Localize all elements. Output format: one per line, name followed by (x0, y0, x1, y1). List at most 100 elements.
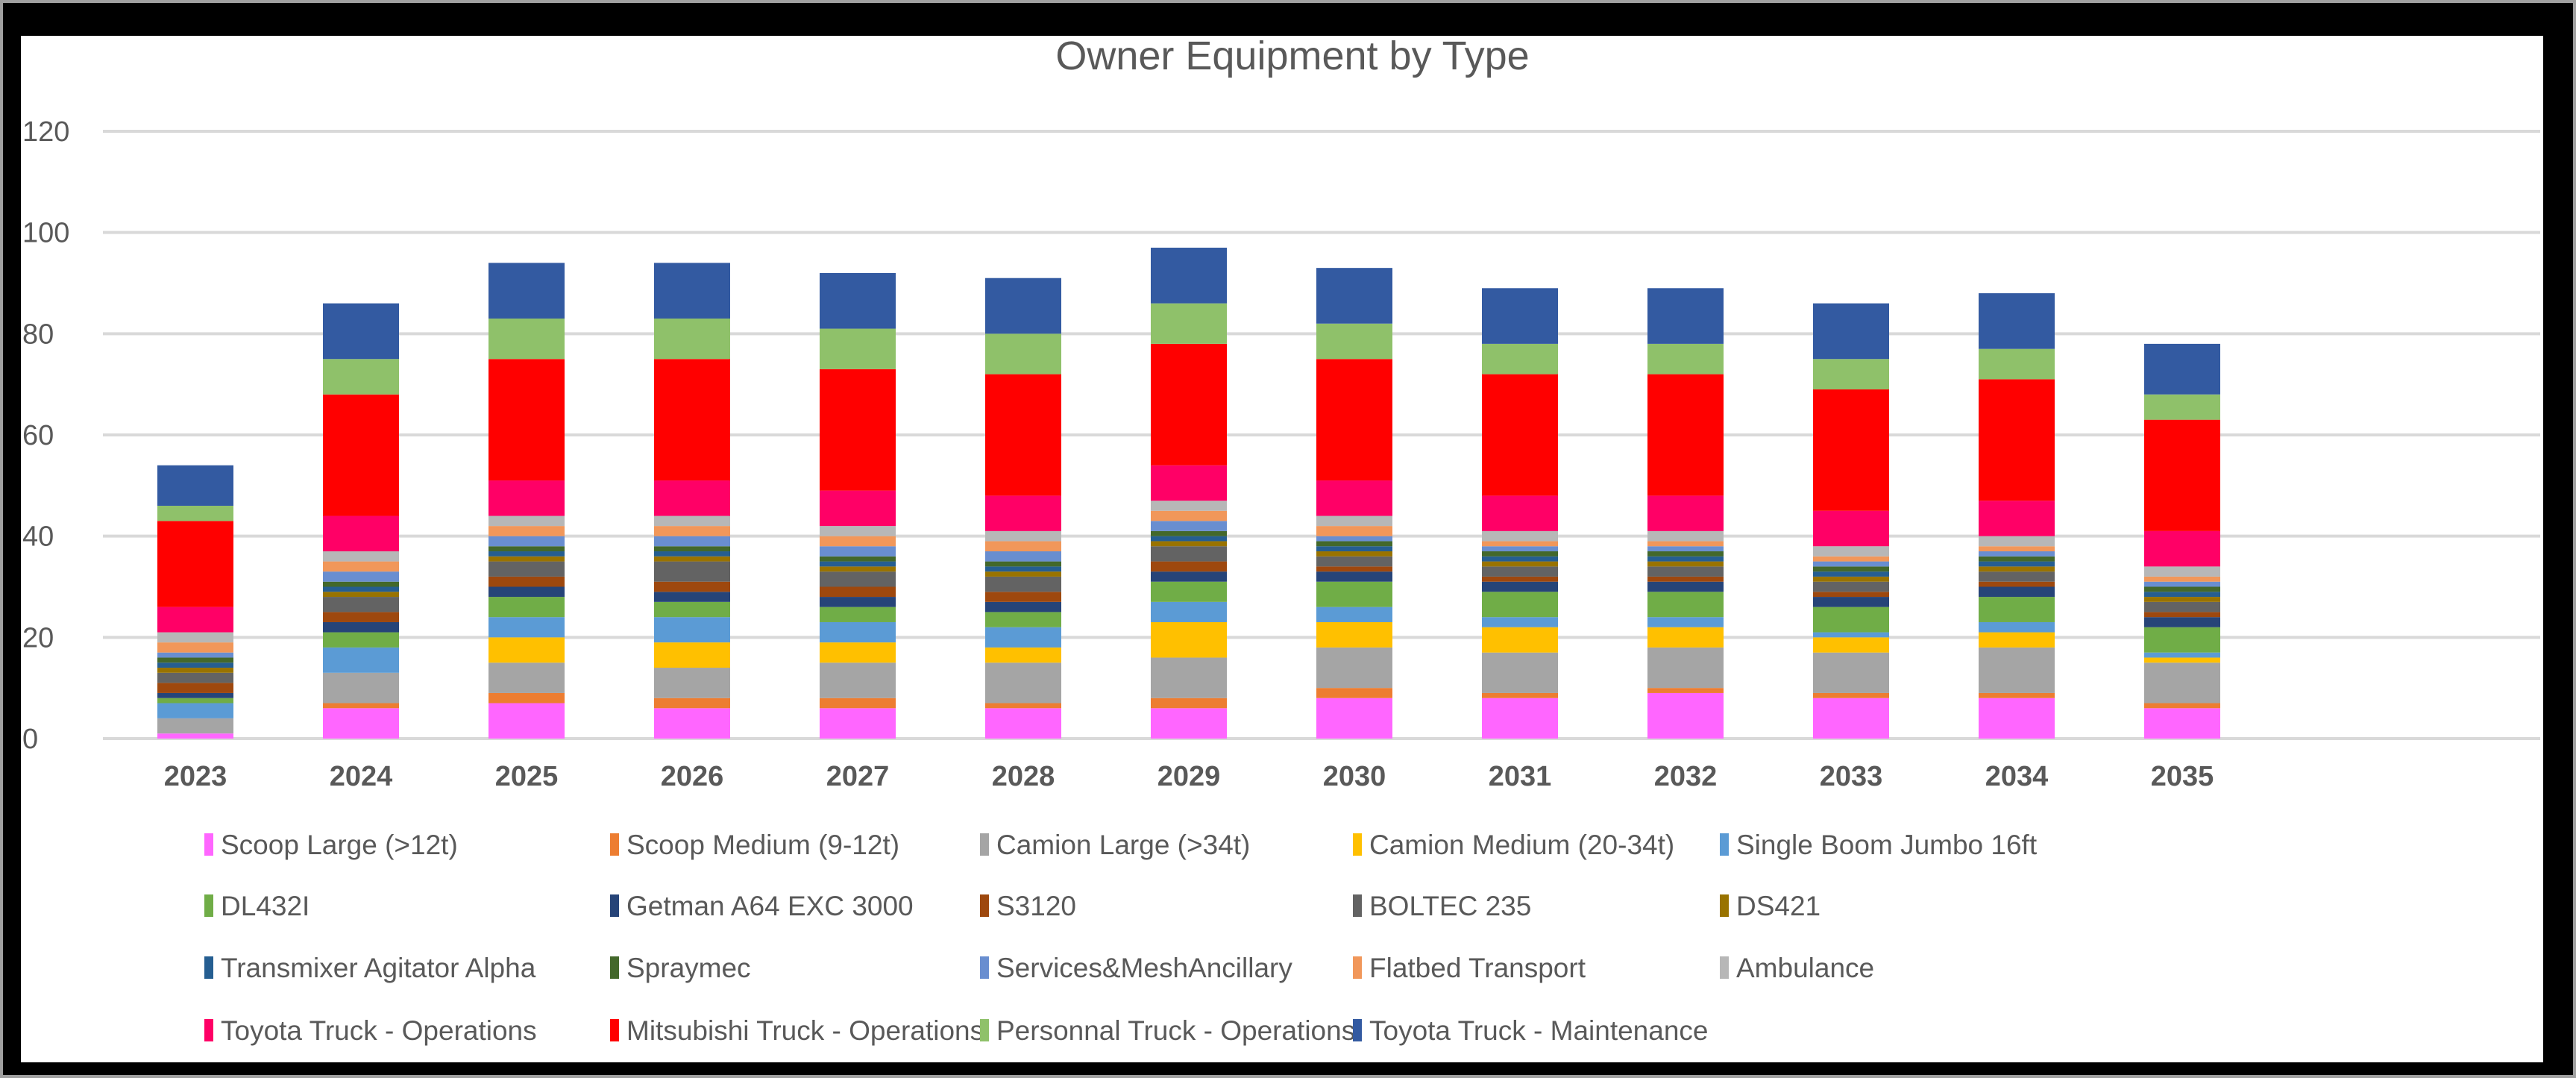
x-tick-label: 2033 (1820, 761, 1883, 792)
bar-segment (1482, 551, 1558, 557)
bar-segment (2144, 566, 2220, 577)
bar-segment (820, 607, 896, 622)
bar-segment (1482, 566, 1558, 577)
bar-segment (654, 708, 730, 739)
bar-segment (1151, 571, 1227, 582)
bar-stack-2031 (1482, 288, 1558, 739)
bar-segment (1482, 581, 1558, 592)
bar-segment (2144, 627, 2220, 653)
bar-segment (489, 318, 565, 360)
bar-segment (654, 617, 730, 643)
legend-label: DS421 (1736, 891, 1821, 921)
bar-segment (1647, 692, 1724, 739)
bar-segment (489, 637, 565, 663)
bar-segment (654, 526, 730, 536)
bar-segment (985, 576, 1061, 592)
legend-swatch (610, 833, 619, 856)
bar-segment (1151, 546, 1227, 562)
bar-segment (985, 708, 1061, 739)
bar-segment (1813, 581, 1889, 592)
legend-label: Ambulance (1736, 953, 1874, 983)
legend-item: Scoop Medium (9-12t) (610, 830, 899, 860)
bar-stack-2027 (820, 272, 896, 739)
legend-swatch (1353, 956, 1362, 979)
legend-label: Services&MeshAncillary (996, 953, 1292, 983)
legend-label: Mitsubishi Truck - Operations (626, 1015, 984, 1046)
bar-segment (323, 581, 399, 587)
bar-segment (1979, 571, 2055, 582)
legend-label: DL432I (221, 891, 310, 921)
bar-segment (1979, 566, 2055, 572)
bar-segment (1316, 526, 1392, 536)
bar-segment (1647, 551, 1724, 557)
bar-segment (985, 662, 1061, 703)
legend-swatch (610, 894, 619, 917)
bar-segment (1647, 288, 1724, 344)
bar-segment (2144, 530, 2220, 567)
bar-segment (985, 333, 1061, 375)
chart-title: Owner Equipment by Type (1055, 36, 1529, 78)
legend-item: S3120 (980, 891, 1076, 921)
bar-segment (654, 642, 730, 668)
x-tick-label: 2035 (2151, 761, 2214, 792)
bar-segment (1151, 465, 1227, 501)
bar-segment (1979, 536, 2055, 547)
bar-segment (1151, 248, 1227, 304)
bars (157, 248, 2220, 739)
bar-segment (489, 551, 565, 557)
bar-segment (1482, 288, 1558, 344)
bar-segment (985, 374, 1061, 496)
legend-swatch (204, 1019, 213, 1041)
bar-segment (323, 612, 399, 622)
bar-segment (1316, 581, 1392, 607)
legend-item: Spraymec (610, 953, 751, 983)
bar-segment (1813, 566, 1889, 572)
bar-segment (2144, 343, 2220, 395)
bar-segment (1151, 530, 1227, 536)
bar-segment (820, 536, 896, 547)
legend-swatch (610, 956, 619, 979)
bar-stack-2028 (985, 278, 1061, 739)
bar-segment (654, 561, 730, 582)
bar-segment (1813, 561, 1889, 567)
bar-segment (654, 516, 730, 527)
bar-segment (1647, 647, 1724, 689)
chart-frame: Owner Equipment by Type 0 20 40 60 80 100 120 … (3, 3, 2573, 1075)
bar-segment (1813, 510, 1889, 547)
bar-stack-2029 (1151, 248, 1227, 739)
legend-item: Transmixer Agitator Alpha (204, 953, 536, 983)
bar-segment (1813, 597, 1889, 607)
bar-segment (1979, 556, 2055, 562)
legend-label: Toyota Truck - Operations (221, 1015, 537, 1046)
x-tick-label: 2028 (992, 761, 1055, 792)
bar-segment (489, 556, 565, 562)
bar-stack-2032 (1647, 288, 1724, 739)
stacked-bar-chart: Owner Equipment by Type 020406080100120 … (22, 34, 2540, 1046)
bar-segment (1979, 561, 2055, 567)
bar-segment (1647, 495, 1724, 531)
y-tick-label: 100 (22, 218, 69, 249)
legend-label: Spraymec (626, 953, 751, 983)
bar-segment (654, 359, 730, 481)
bar-stack-2024 (323, 303, 399, 739)
bar-segment (157, 703, 233, 718)
bar-segment (157, 642, 233, 653)
bar-segment (985, 627, 1061, 648)
bar-segment (820, 642, 896, 663)
bar-segment (985, 561, 1061, 567)
bar-segment (1979, 546, 2055, 552)
legend-item: Mitsubishi Truck - Operations (610, 1015, 984, 1046)
bar-segment (1813, 692, 1889, 698)
bar-segment (820, 490, 896, 527)
bar-segment (654, 592, 730, 602)
bar-segment (1151, 581, 1227, 602)
bar-stack-2026 (654, 263, 730, 739)
bar-segment (1979, 597, 2055, 622)
bar-segment (489, 536, 565, 547)
bar-segment (985, 278, 1061, 334)
bar-segment (157, 692, 233, 698)
bar-segment (323, 708, 399, 739)
legend-label: Flatbed Transport (1369, 953, 1586, 983)
bar-segment (985, 592, 1061, 602)
bar-segment (1813, 546, 1889, 557)
